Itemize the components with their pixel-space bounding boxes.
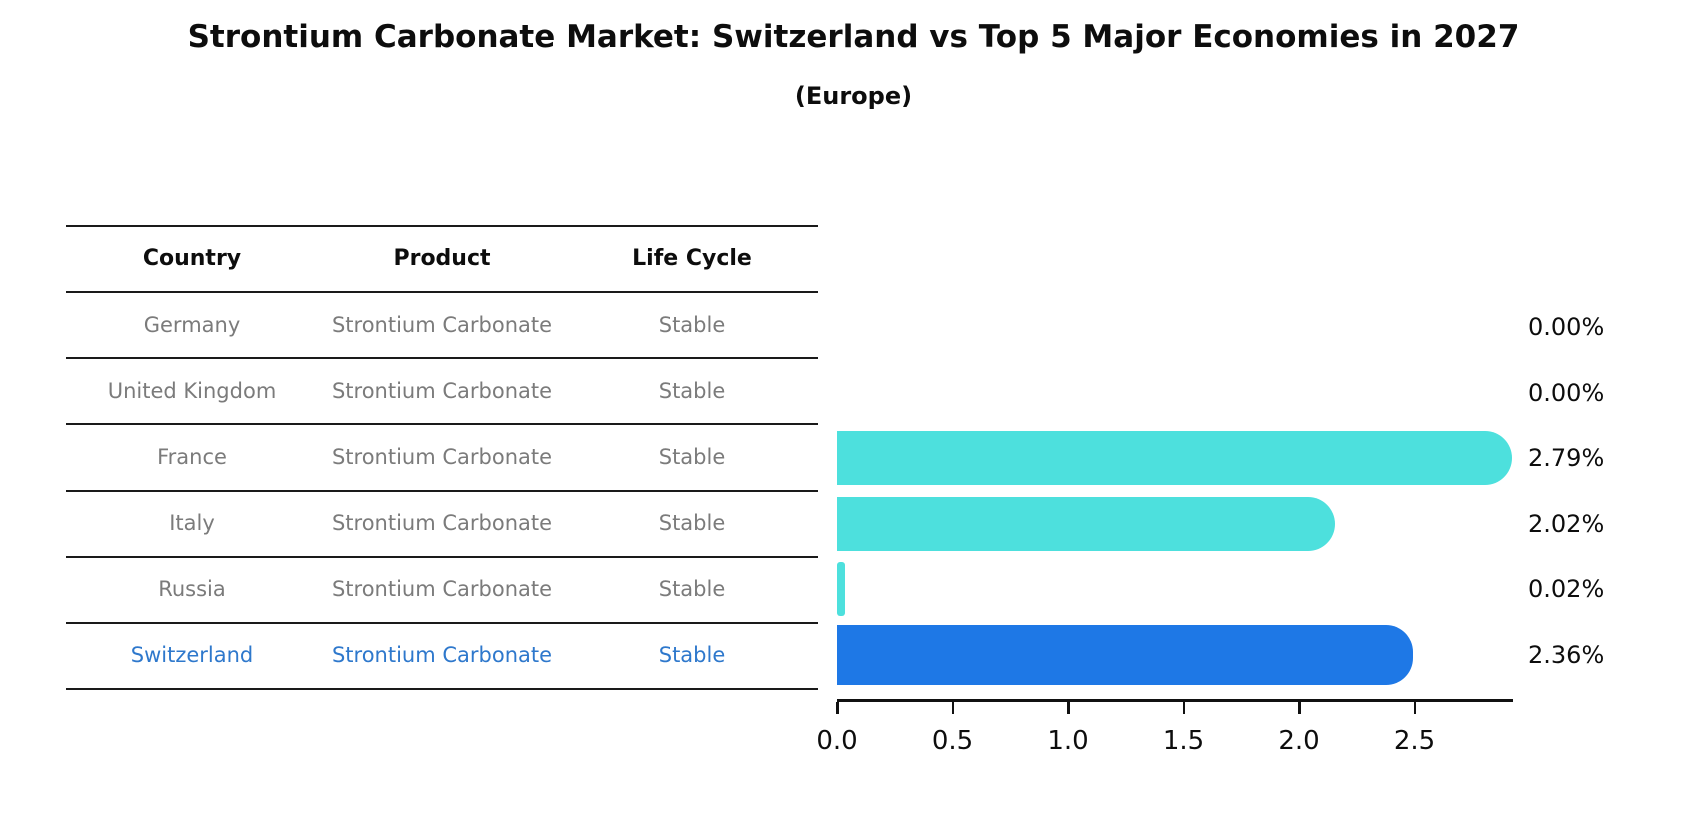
cell-country: Germany — [143, 312, 241, 337]
column-header-country: Country — [142, 245, 242, 271]
cell-country: Switzerland — [130, 643, 254, 668]
x-axis-tick-label: 2.5 — [1393, 726, 1436, 756]
table-row-switzerland: Switzerland Strontium Carbonate Stable — [66, 621, 818, 688]
x-axis-tick-label: 0.5 — [931, 726, 974, 756]
cell-product: Strontium Carbonate — [331, 511, 553, 536]
cell-life-cycle: Stable — [658, 312, 726, 337]
table-row-russia: Russia Strontium Carbonate Stable — [66, 555, 818, 622]
bar-italy — [837, 496, 1335, 551]
cell-product: Strontium Carbonate — [331, 577, 553, 602]
x-axis-tick-label: 1.0 — [1047, 726, 1089, 756]
cell-product: Strontium Carbonate — [331, 378, 553, 403]
cell-country: France — [157, 444, 227, 469]
cell-country: Russia — [158, 577, 226, 602]
x-axis-tick-label: 0.0 — [816, 726, 858, 756]
table-row-united-kingdom: United Kingdom Strontium Carbonate Stabl… — [66, 357, 818, 423]
x-axis-tick-label: 1.5 — [1162, 726, 1205, 756]
cell-life-cycle: Stable — [658, 577, 726, 602]
cell-product: Strontium Carbonate — [331, 643, 553, 668]
x-axis-tick — [1067, 702, 1070, 714]
value-label-italy: 2.02% — [1528, 509, 1605, 538]
table-row-italy: Italy Strontium Carbonate Stable — [66, 489, 818, 556]
table-row-germany: Germany Strontium Carbonate Stable — [66, 291, 818, 357]
value-label-france: 2.79% — [1528, 444, 1605, 472]
bar-russia — [837, 562, 845, 616]
chart-subtitle: (Europe) — [794, 82, 913, 110]
cell-product: Strontium Carbonate — [331, 312, 553, 337]
value-label-switzerland: 2.36% — [1528, 640, 1605, 669]
column-header-life-cycle: Life Cycle — [632, 245, 752, 271]
bar-switzerland — [837, 624, 1414, 685]
x-axis-line — [837, 699, 1513, 702]
x-axis-tick-label: 2.0 — [1278, 726, 1320, 756]
x-axis-tick — [1298, 702, 1301, 714]
value-label-germany: 0.00% — [1528, 313, 1605, 341]
cell-life-cycle: Stable — [658, 444, 726, 469]
cell-life-cycle: Stable — [658, 378, 726, 403]
country-table: Country Product Life Cycle Germany Stron… — [66, 225, 818, 690]
x-axis-tick — [836, 702, 839, 714]
column-header-product: Product — [393, 245, 491, 271]
table-header-row: Country Product Life Cycle — [66, 225, 818, 291]
table-row-france: France Strontium Carbonate Stable — [66, 423, 818, 489]
value-label-united-kingdom: 0.00% — [1528, 378, 1605, 407]
chart-title: Strontium Carbonate Market: Switzerland … — [187, 19, 1520, 55]
value-label-russia: 0.02% — [1528, 575, 1605, 603]
bar-france — [837, 431, 1513, 485]
x-axis-tick — [1413, 702, 1416, 714]
cell-life-cycle: Stable — [658, 511, 726, 536]
cell-product: Strontium Carbonate — [331, 444, 553, 469]
x-axis-tick — [951, 702, 954, 714]
cell-life-cycle: Stable — [658, 643, 726, 668]
cell-country: United Kingdom — [107, 378, 277, 403]
x-axis-tick — [1182, 702, 1185, 714]
cell-country: Italy — [169, 511, 215, 536]
